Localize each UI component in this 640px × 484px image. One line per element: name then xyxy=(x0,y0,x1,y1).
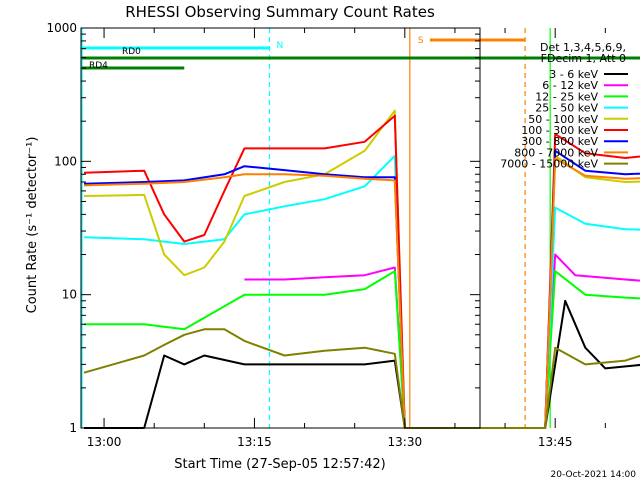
x-axis-label: Start Time (27-Sep-05 12:57:42) xyxy=(174,457,385,472)
y-tick-label-1: 10 xyxy=(62,288,77,302)
series-line-5 xyxy=(83,114,640,429)
series-line-7 xyxy=(83,157,640,429)
footer-date: 20-Oct-2021 14:00 xyxy=(551,470,637,480)
legend-label-8: 7000 - 15000 keV xyxy=(500,158,598,171)
chart-title: RHESSI Observing Summary Count Rates xyxy=(125,3,435,21)
legend: Det 1,3,4,5,6,9,FDecim 1, Att 0 3 - 6 keV… xyxy=(500,41,628,171)
series-line-3 xyxy=(83,154,640,429)
legend-label-1: 6 - 12 keV xyxy=(542,79,598,92)
flag-label-s: S xyxy=(418,36,424,46)
legend-label-5: 100 - 300 keV xyxy=(521,124,598,137)
flag-label-rd0: RD0 xyxy=(122,47,141,57)
legend-label-4: 50 - 100 keV xyxy=(528,113,598,126)
series-line-1 xyxy=(244,253,640,429)
x-tick-label-1: 13:15 xyxy=(237,435,272,449)
x-tick-label-0: 13:00 xyxy=(87,435,122,449)
series-line-0 xyxy=(84,299,640,429)
legend-header-0: Det 1,3,4,5,6,9, xyxy=(540,41,626,54)
x-tick-label-2: 13:30 xyxy=(388,435,423,449)
legend-label-2: 12 - 25 keV xyxy=(535,90,598,103)
legend-label-6: 300 - 800 keV xyxy=(521,135,598,148)
y-tick-label-3: 1000 xyxy=(46,21,77,35)
y-tick-label-0: 1 xyxy=(69,421,77,435)
series-line-2 xyxy=(84,270,640,429)
flag-label-rd4: RD4 xyxy=(89,61,108,71)
axes: 110100100013:0013:1513:3013:4514:0014:15… xyxy=(46,21,606,449)
flag-label-n: N xyxy=(276,41,283,51)
y-axis-label: Count Rate (s⁻¹ detector⁻¹) xyxy=(25,137,40,314)
plot-frame xyxy=(80,27,481,429)
legend-label-0: 3 - 6 keV xyxy=(549,68,598,81)
legend-header-1: FDecim 1, Att 0 xyxy=(541,52,626,65)
x-tick-label-3: 13:45 xyxy=(538,435,573,449)
legend-label-7: 800 - 7000 keV xyxy=(514,146,598,159)
series-line-8 xyxy=(83,328,640,429)
y-tick-label-2: 100 xyxy=(54,154,77,168)
legend-label-3: 25 - 50 keV xyxy=(535,102,598,115)
